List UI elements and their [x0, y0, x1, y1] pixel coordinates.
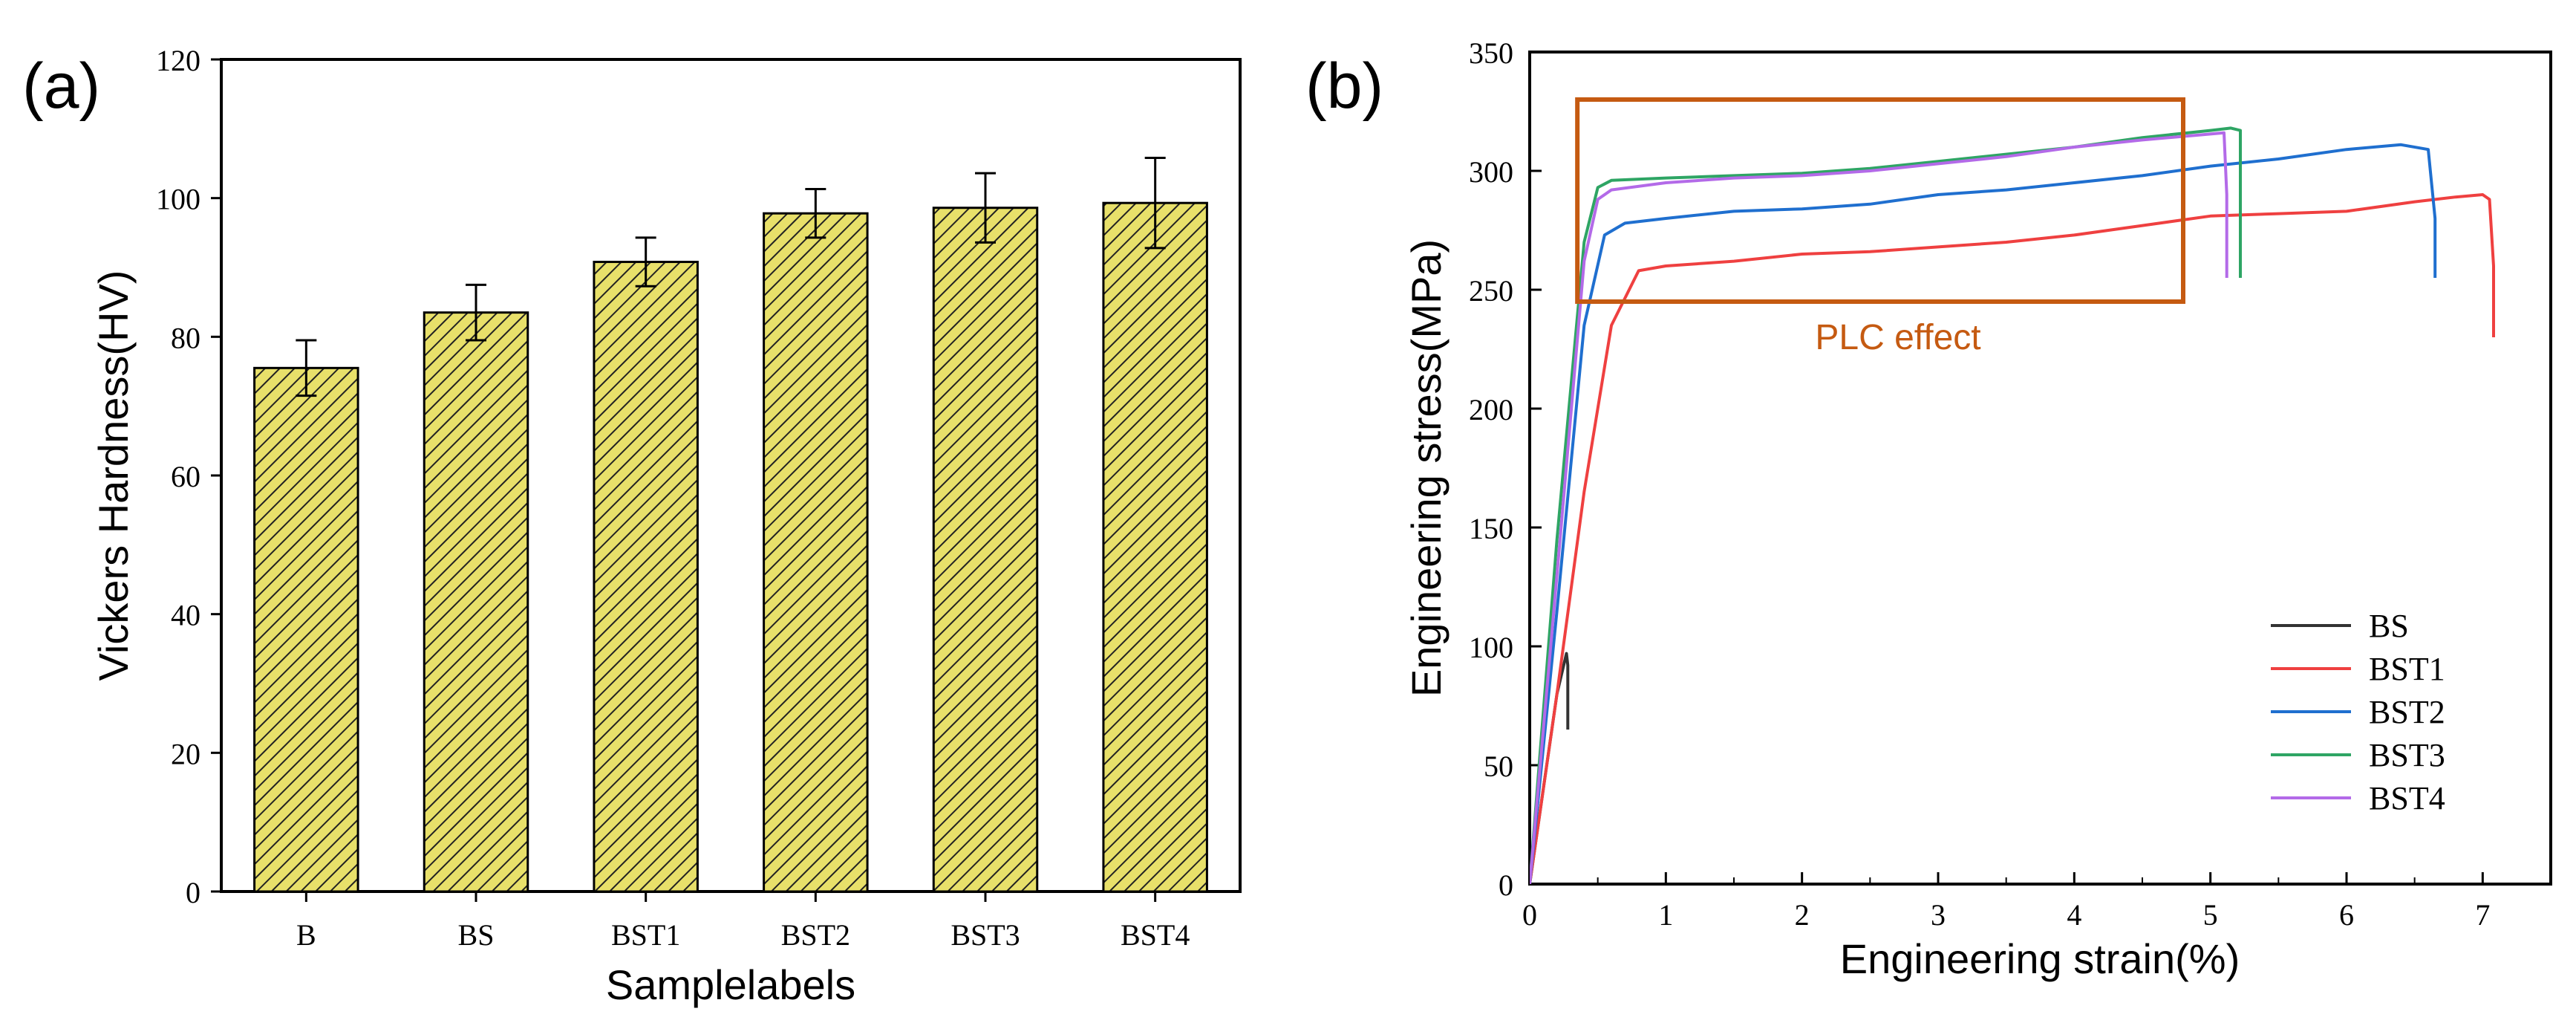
x-tick-label: BST4 — [1121, 918, 1190, 952]
bar-group — [253, 157, 1208, 893]
y-tick-label: 350 — [1469, 36, 1513, 70]
y-tick-label: 60 — [171, 460, 200, 493]
x-axis-label-b: Engineering strain(%) — [1840, 935, 2240, 982]
y-tick-label: 100 — [156, 183, 200, 216]
bar-bst1 — [593, 261, 699, 893]
plc-annotation-box — [1575, 97, 2186, 304]
series-line-bst4 — [1530, 131, 2228, 884]
x-tick-label: B — [296, 918, 316, 952]
y-tick-label: 150 — [1469, 512, 1513, 545]
legend-label-bst1: BST1 — [2369, 651, 2445, 687]
x-axis-label-a: Samplelabels — [606, 961, 855, 1008]
x-tick-label: BS — [458, 918, 495, 952]
axes-b: 0 1 2 3 4 5 6 7 0 50 100 150 200 250 300 350 — [1469, 36, 2490, 932]
x-tick-label: 7 — [2475, 898, 2490, 932]
y-axis-a: B BS BST1 BST2 BST3 BST4 0 20 40 60 80 100 120 — [156, 44, 1190, 952]
y-tick-label: 20 — [171, 737, 200, 770]
y-tick-label: 120 — [156, 44, 200, 77]
legend-label-bst2: BST2 — [2369, 694, 2445, 730]
series-line-bst1 — [1530, 193, 2495, 884]
legend-label-bs: BS — [2369, 608, 2409, 644]
y-axis-label-b: Engineering stress(MPa) — [1403, 239, 1450, 697]
y-tick-label: 0 — [186, 876, 200, 909]
plc-annotation-label: PLC effect — [1815, 318, 1980, 357]
y-tick-label: 80 — [171, 321, 200, 354]
bar-b — [253, 366, 359, 893]
series-line-bst2 — [1530, 143, 2437, 884]
y-tick-label: 50 — [1484, 750, 1513, 783]
y-axis-label-a: Vickers Hardness(HV) — [90, 270, 137, 681]
x-tick-label: 6 — [2339, 898, 2354, 932]
panel-a-label: (a) — [22, 51, 100, 122]
y-tick-label: 40 — [171, 599, 200, 632]
x-tick-label: 3 — [1931, 898, 1946, 932]
panel-a: (a) B BS BST1 BST2 BST3 BST4 0 20 40 60 80 100 120 S… — [22, 44, 1242, 1008]
bar-bst2 — [763, 212, 869, 893]
y-tick-label: 250 — [1469, 274, 1513, 308]
y-tick-label: 0 — [1499, 868, 1513, 902]
x-tick-label: BST2 — [781, 918, 850, 952]
plot-area-a — [220, 58, 1242, 893]
bar-bs — [423, 311, 529, 893]
y-tick-label: 100 — [1469, 631, 1513, 664]
x-tick-label: BST1 — [611, 918, 680, 952]
x-tick-label: 1 — [1658, 898, 1673, 932]
legend-label-bst4: BST4 — [2369, 780, 2445, 816]
x-tick-label: 5 — [2203, 898, 2218, 932]
x-tick-label: 0 — [1522, 898, 1537, 932]
bar-bst3 — [932, 207, 1039, 893]
y-tick-label: 200 — [1469, 393, 1513, 426]
x-tick-label: 4 — [2067, 898, 2081, 932]
x-tick-label: BST3 — [950, 918, 1020, 952]
legend-label-bst3: BST3 — [2369, 737, 2445, 773]
plot-area-b — [1528, 51, 2552, 886]
bar-bst4 — [1102, 201, 1208, 893]
series-line-bst3 — [1530, 126, 2242, 884]
panel-b-label: (b) — [1305, 51, 1383, 122]
x-tick-label: 2 — [1795, 898, 1810, 932]
legend: BS BST1 BST2 BST3 BST4 — [2271, 608, 2445, 816]
panel-b: (b) 0 1 2 3 4 5 6 7 0 50 100 150 200 250 300 350 PLC ef… — [1305, 36, 2552, 982]
series-group — [1530, 126, 2495, 884]
y-tick-label: 300 — [1469, 155, 1513, 189]
